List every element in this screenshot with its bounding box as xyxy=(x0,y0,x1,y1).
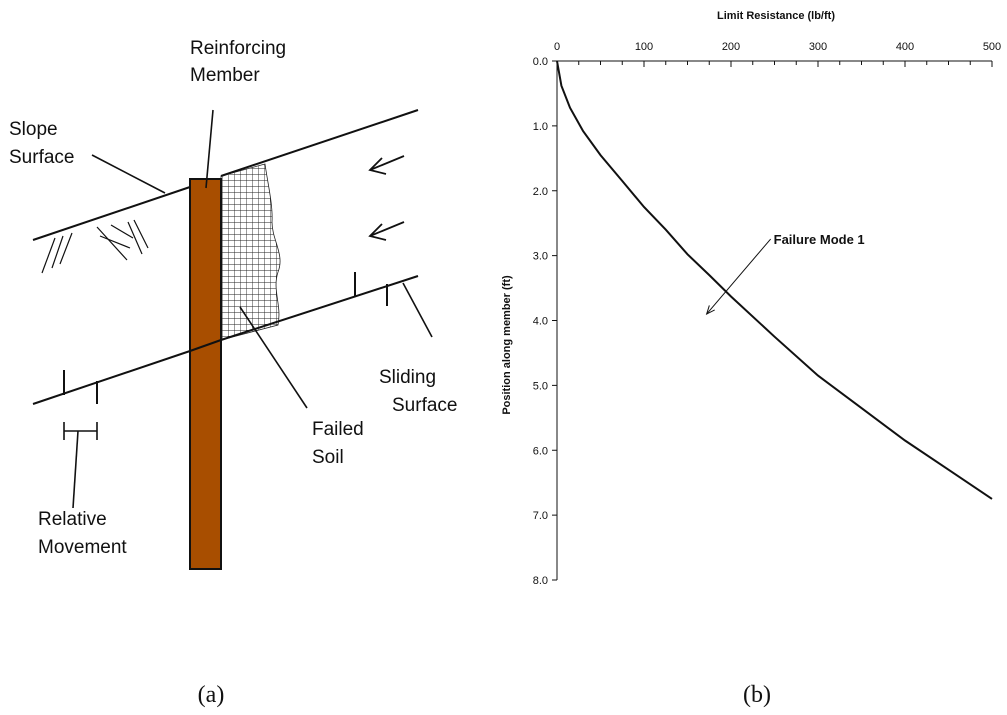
x-tick-label: 200 xyxy=(722,41,740,53)
relative-movement-label: Relative Movement xyxy=(38,509,127,558)
x-tick-label: 500 xyxy=(983,41,1001,53)
x-tick-label: 300 xyxy=(809,41,827,53)
failure-mode-annotation: Failure Mode 1 xyxy=(705,232,865,315)
x-tick-label: 400 xyxy=(896,41,914,53)
y-tick-label: 1.0 xyxy=(533,121,548,133)
annotation-arrowhead xyxy=(705,305,715,315)
y-tick-label: 4.0 xyxy=(533,316,548,328)
failed-soil-leader xyxy=(239,306,308,409)
y-tick-label: 2.0 xyxy=(533,186,548,198)
y-tick-label: 5.0 xyxy=(533,380,548,392)
x-axis-title: Limit Resistance (lb/ft) xyxy=(717,10,835,22)
y-tick-label: 7.0 xyxy=(533,510,548,522)
sliding-surface-label: Sliding Surface xyxy=(379,367,457,416)
slope-surface-label: Slope Surface xyxy=(9,119,74,168)
x-tick-label: 0 xyxy=(554,41,560,53)
diagram-a: Slope Surface Reinforcing Member Sliding… xyxy=(9,38,457,708)
sliding-surface-leader xyxy=(402,282,433,338)
relative-movement-dimension xyxy=(63,422,98,509)
x-ticks: 0 100 200 300 400 500 xyxy=(554,41,1001,67)
caption-a: (a) xyxy=(198,682,225,708)
failed-soil-hatch xyxy=(220,163,281,341)
y-tick-label: 8.0 xyxy=(533,575,548,587)
caption-b: (b) xyxy=(743,682,771,708)
annotation-leader xyxy=(706,238,772,315)
reinforcing-member xyxy=(189,178,222,570)
y-tick-label: 0.0 xyxy=(533,56,548,68)
failure-mode-1-curve xyxy=(556,60,993,500)
reinforcing-member-leader xyxy=(205,109,214,189)
y-tick-label: 3.0 xyxy=(533,251,548,263)
force-arrow-upper xyxy=(368,155,405,175)
sliding-surface-line-right xyxy=(220,275,419,341)
slope-surface-line xyxy=(32,186,191,241)
slope-surface-line-right xyxy=(220,109,419,177)
annotation-label: Failure Mode 1 xyxy=(774,232,865,247)
failed-soil-label: Failed Soil xyxy=(312,419,369,468)
y-tick-label: 6.0 xyxy=(533,445,548,457)
soil-texture xyxy=(41,219,149,274)
sliding-surface-line xyxy=(32,350,191,405)
chart-b: Limit Resistance (lb/ft) Position along … xyxy=(501,10,1001,708)
x-tick-label: 100 xyxy=(635,41,653,53)
sliding-cross xyxy=(189,339,222,352)
displacement-ticks xyxy=(63,272,388,404)
reinforcing-member-label: Reinforcing Member xyxy=(190,38,291,86)
y-ticks: 0.0 1.0 2.0 3.0 4.0 5.0 6.0 7.0 8.0 xyxy=(533,56,557,587)
force-arrow-lower xyxy=(368,221,405,241)
slope-surface-leader xyxy=(91,154,166,194)
y-axis-title: Position along member (ft) xyxy=(501,275,513,415)
